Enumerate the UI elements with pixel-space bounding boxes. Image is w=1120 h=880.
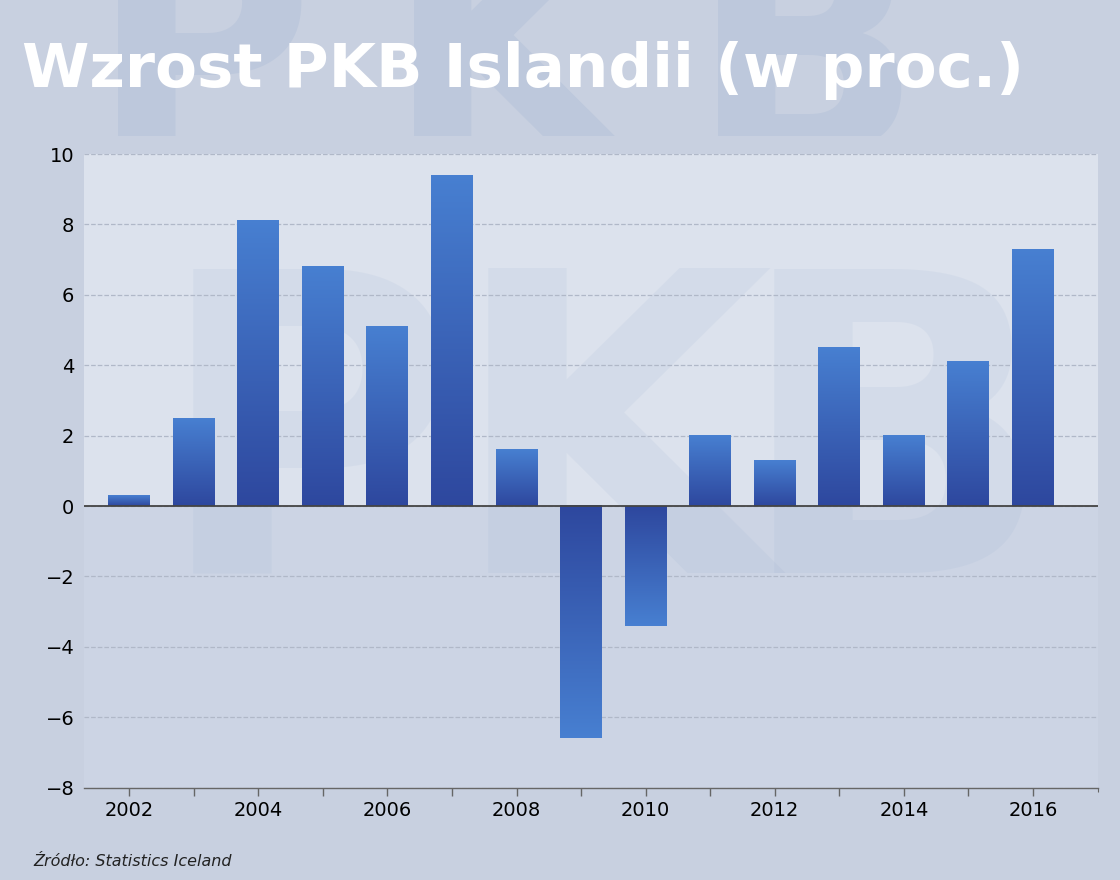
Text: P: P <box>90 0 314 216</box>
Text: B: B <box>690 0 923 216</box>
Text: B: B <box>736 256 1054 660</box>
Text: P: P <box>155 256 459 660</box>
Text: K: K <box>449 256 773 660</box>
Bar <box>84 154 1098 506</box>
Text: Źródło: Statistics Iceland: Źródło: Statistics Iceland <box>34 854 232 869</box>
Bar <box>84 506 1098 788</box>
Text: Wzrost PKB Islandii (w proc.): Wzrost PKB Islandii (w proc.) <box>22 41 1025 100</box>
Text: K: K <box>385 0 623 216</box>
